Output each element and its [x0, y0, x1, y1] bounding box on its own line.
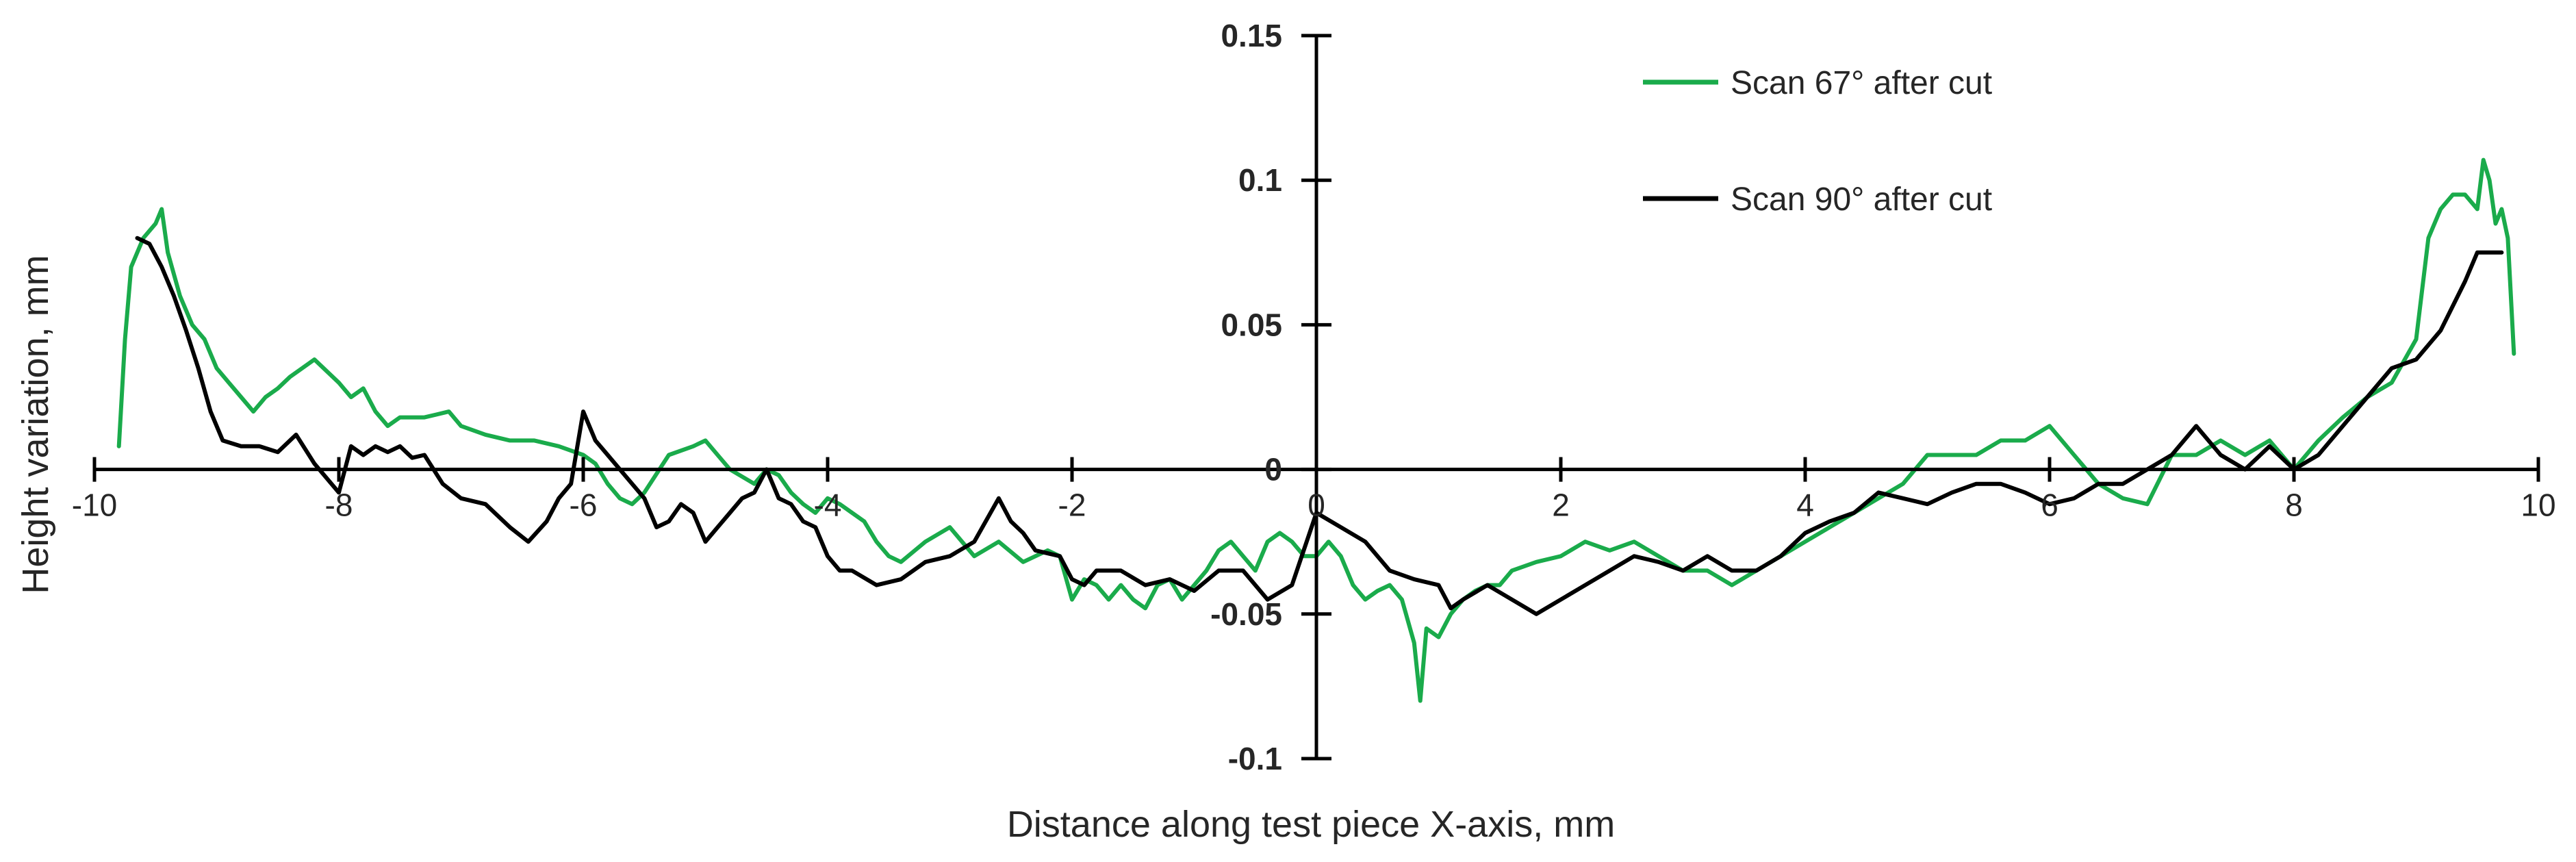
series-line-scan-90 — [135, 236, 2504, 616]
x-tick-label: -2 — [1058, 487, 1086, 523]
x-tick-label: -6 — [570, 487, 598, 523]
x-tick-label: 10 — [2521, 487, 2555, 523]
plot-series — [116, 157, 2516, 703]
x-tick-label: 6 — [2041, 487, 2058, 523]
y-tick-label: -0.1 — [1228, 741, 1282, 776]
legend-label: Scan 67° after cut — [1731, 65, 1992, 101]
y-tick-label: 0.15 — [1221, 18, 1282, 53]
x-axis-label: Distance along test piece X-axis, mm — [1007, 804, 1615, 845]
tick-labels: -10 -8 -6 -4 -2 0 2 4 6 8 10 -0.1 -0.05 0 0.05 0.1 0.15 — [72, 18, 2556, 776]
y-tick-label: 0 — [1264, 452, 1282, 487]
legend-label: Scan 90° after cut — [1731, 181, 1992, 218]
x-tick-label: 8 — [2285, 487, 2303, 523]
y-axis-label: Height variation, mm — [15, 255, 56, 594]
y-tick-label: 0.1 — [1238, 162, 1282, 198]
axes — [92, 34, 2540, 761]
x-tick-label: 4 — [1796, 487, 1814, 523]
y-tick-label: 0.05 — [1221, 307, 1282, 342]
x-tick-label: 0 — [1308, 487, 1325, 523]
x-tick-label: -4 — [814, 487, 842, 523]
y-tick-label: -0.05 — [1210, 596, 1282, 632]
series-line-scan-67 — [116, 157, 2516, 703]
x-tick-label: -8 — [325, 487, 353, 523]
legend: Scan 67° after cut Scan 90° after cut — [1643, 65, 1992, 218]
x-tick-label: -10 — [72, 487, 117, 523]
x-tick-label: 2 — [1552, 487, 1570, 523]
